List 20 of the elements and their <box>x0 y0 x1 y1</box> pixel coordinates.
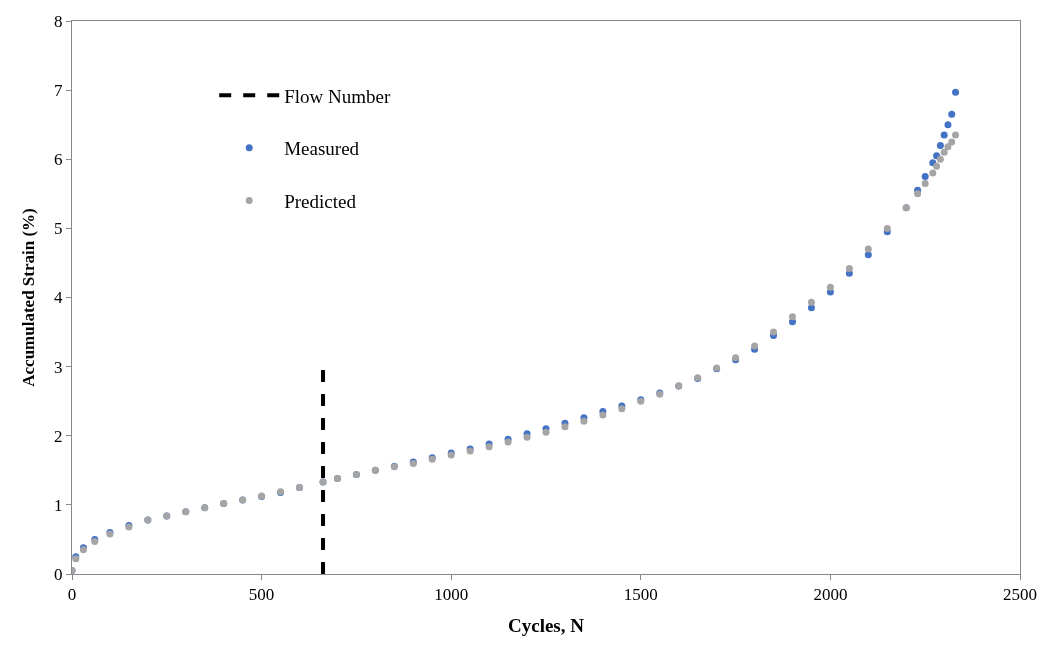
y-tick-label: 7 <box>54 81 64 101</box>
y-tick-label: 8 <box>54 11 63 31</box>
x-axis-title: Cycles, N <box>508 615 585 637</box>
y-tick-label: 5 <box>54 219 63 239</box>
y-tick-label: 2 <box>54 426 63 446</box>
y-tick-label: 3 <box>54 357 63 377</box>
legend-label: Measured <box>284 138 360 160</box>
y-tick-label: 1 <box>54 495 63 515</box>
x-tick-label: 1000 <box>434 585 469 605</box>
x-tick-label: 0 <box>67 585 77 605</box>
y-tick-label: 4 <box>54 288 64 308</box>
y-axis-title: Accumulated Strain (%) <box>18 208 38 387</box>
x-tick-label: 1500 <box>623 585 658 605</box>
x-tick-label: 2500 <box>1003 585 1037 605</box>
legend-label: Predicted <box>284 190 357 212</box>
x-tick-label: 500 <box>248 585 275 605</box>
x-tick-label: 2000 <box>813 585 848 605</box>
legend-label: Flow Number <box>284 85 391 107</box>
y-tick-label: 0 <box>54 564 63 584</box>
y-tick-label: 6 <box>54 150 63 170</box>
